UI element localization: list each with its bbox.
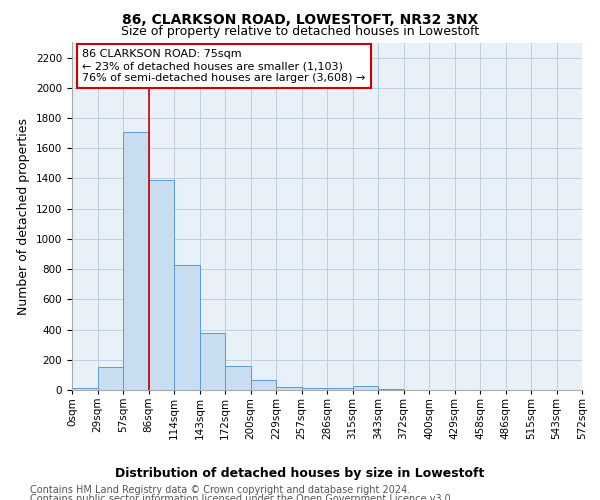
Text: Distribution of detached houses by size in Lowestoft: Distribution of detached houses by size … [115, 468, 485, 480]
Text: Size of property relative to detached houses in Lowestoft: Size of property relative to detached ho… [121, 25, 479, 38]
Text: 86 CLARKSON ROAD: 75sqm
← 23% of detached houses are smaller (1,103)
76% of semi: 86 CLARKSON ROAD: 75sqm ← 23% of detache… [82, 50, 365, 82]
Bar [378, 389, 404, 390]
Y-axis label: Number of detached properties: Number of detached properties [17, 118, 31, 315]
Bar [327, 388, 353, 390]
Bar [302, 388, 327, 390]
Bar [199, 332, 225, 390]
Text: Contains public sector information licensed under the Open Government Licence v3: Contains public sector information licen… [30, 494, 454, 500]
Bar [276, 387, 302, 390]
Bar [174, 264, 199, 390]
Bar [251, 380, 276, 390]
Text: 86, CLARKSON ROAD, LOWESTOFT, NR32 3NX: 86, CLARKSON ROAD, LOWESTOFT, NR32 3NX [122, 12, 478, 26]
Bar [123, 132, 149, 390]
Bar [353, 386, 378, 390]
Bar [72, 388, 97, 390]
Text: Contains HM Land Registry data © Crown copyright and database right 2024.: Contains HM Land Registry data © Crown c… [30, 485, 410, 495]
Bar [97, 366, 123, 390]
Bar [149, 180, 174, 390]
Bar [225, 366, 251, 390]
